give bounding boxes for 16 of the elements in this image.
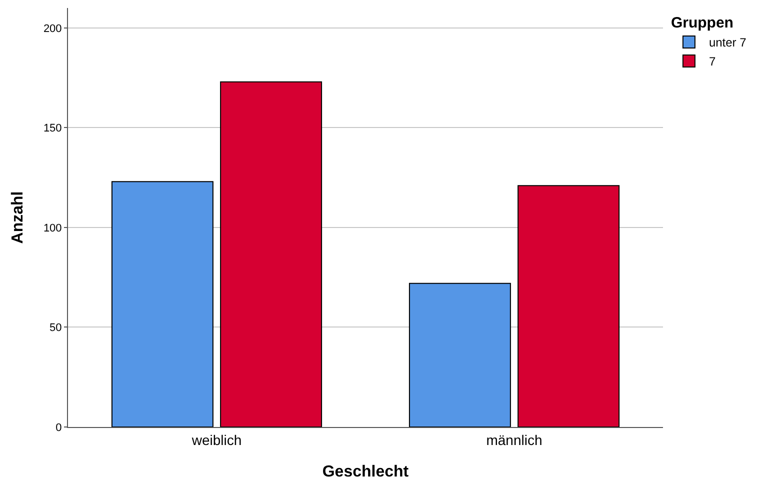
x-axis-title: Geschlecht bbox=[322, 464, 410, 480]
legend-title: Gruppen bbox=[670, 14, 734, 32]
x-tick-label: männlich bbox=[486, 432, 542, 448]
y-tick-label: 50 bbox=[50, 322, 62, 334]
y-tick-label: 0 bbox=[56, 422, 62, 434]
y-tick-label: 150 bbox=[43, 122, 62, 135]
y-axis-title: Anzahl bbox=[9, 191, 26, 244]
x-tick-label: weiblich bbox=[190, 432, 242, 448]
legend-label: 7 bbox=[708, 54, 716, 69]
legend-label: unter 7 bbox=[708, 36, 747, 50]
bar bbox=[111, 181, 214, 427]
y-tick-label: 100 bbox=[43, 222, 62, 234]
bar bbox=[518, 185, 620, 427]
bar bbox=[220, 81, 322, 427]
bar bbox=[408, 282, 511, 427]
y-tick-label: 200 bbox=[43, 22, 62, 35]
